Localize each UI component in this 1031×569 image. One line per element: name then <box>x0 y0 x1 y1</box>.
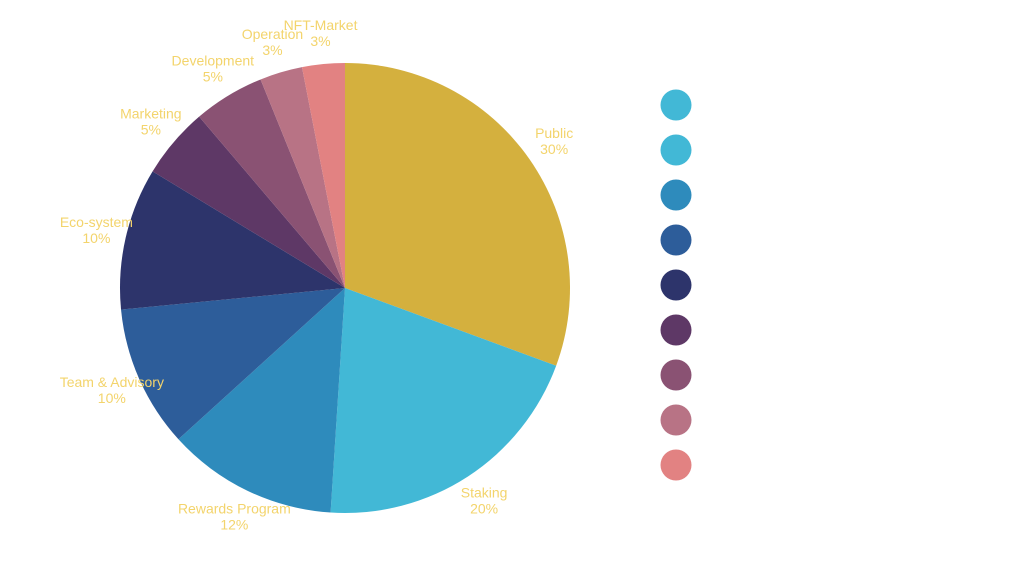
pie-slice <box>152 116 345 289</box>
pie-slice <box>120 171 345 310</box>
legend-marker <box>660 314 692 346</box>
slice-label: Staking <box>461 484 508 500</box>
slice-value-label: 3% <box>262 42 282 58</box>
slice-value-label: 10% <box>98 390 126 406</box>
slice-value-label: 5% <box>141 121 161 137</box>
legend-marker <box>660 449 692 481</box>
pie-slice <box>345 63 570 366</box>
slice-label: Public <box>535 125 573 141</box>
legend-marker <box>660 89 692 121</box>
pie-slice <box>178 288 345 513</box>
pie-slice <box>301 63 345 288</box>
legend-marker <box>660 404 692 436</box>
slice-value-label: 3% <box>310 33 330 49</box>
legend-marker <box>660 269 692 301</box>
legend-marker <box>660 359 692 391</box>
slice-label: Marketing <box>120 105 181 121</box>
slice-label: Operation <box>242 26 303 42</box>
slice-label: Eco-system <box>60 214 133 230</box>
pie-slice <box>330 288 557 513</box>
slice-value-label: 10% <box>82 230 110 246</box>
slice-label: Rewards Program <box>178 500 291 516</box>
legend-marker <box>660 179 692 211</box>
slice-value-label: 30% <box>540 141 568 157</box>
pie-slice <box>121 288 345 440</box>
legend-marker <box>660 224 692 256</box>
pie-slice <box>199 79 345 289</box>
slice-value-label: 20% <box>470 500 498 516</box>
pie-slice <box>260 67 345 288</box>
slice-label: NFT-Market <box>284 17 358 33</box>
slice-label: Development <box>172 53 255 69</box>
legend-marker <box>660 134 692 166</box>
slice-value-label: 5% <box>203 69 223 85</box>
slice-label: Team & Advisory <box>60 374 164 390</box>
slice-value-label: 12% <box>220 516 248 532</box>
